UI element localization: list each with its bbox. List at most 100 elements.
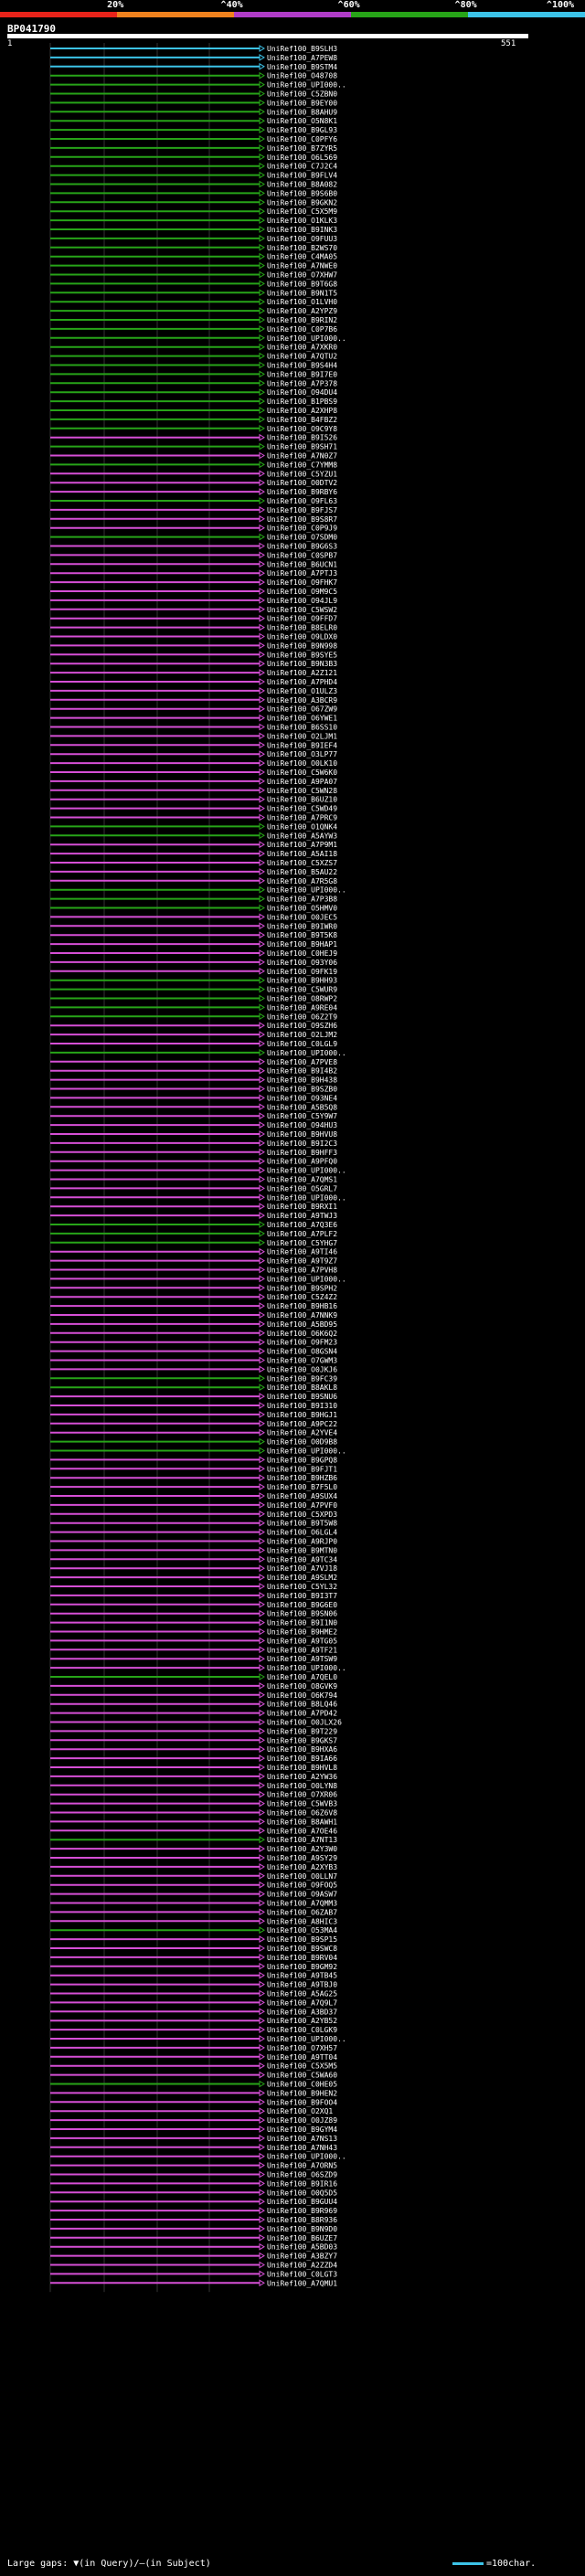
hit-label[interactable]: UniRef100_A2YVE4 <box>267 1429 337 1437</box>
hit-label[interactable]: UniRef100_B9SN06 <box>267 1610 337 1618</box>
hit-label[interactable]: UniRef100_O6L569 <box>267 154 337 162</box>
hit-label[interactable]: UniRef100_A8HIC3 <box>267 1917 337 1925</box>
hit-label[interactable]: UniRef100_O94DU4 <box>267 388 337 397</box>
hit-label[interactable]: UniRef100_O93Y06 <box>267 959 337 967</box>
hit-label[interactable]: UniRef100_B9S6B0 <box>267 189 337 197</box>
hit-label[interactable]: UniRef100_O1ULZ3 <box>267 687 337 695</box>
hit-label[interactable]: UniRef100_A9TC34 <box>267 1555 337 1564</box>
hit-label[interactable]: UniRef100_A9SY29 <box>267 1854 337 1862</box>
hit-label[interactable]: UniRef100_O2LJM1 <box>267 732 337 740</box>
hit-label[interactable]: UniRef100_B6UCN1 <box>267 560 337 568</box>
hit-label[interactable]: UniRef100_A7NH43 <box>267 2144 337 2152</box>
hit-label[interactable]: UniRef100_B7F5L0 <box>267 1483 337 1491</box>
hit-label[interactable]: UniRef100_B9HGJ1 <box>267 1411 337 1419</box>
hit-label[interactable]: UniRef100_B9EY00 <box>267 99 337 107</box>
hit-label[interactable]: UniRef100_O9FOQ5 <box>267 1882 337 1890</box>
hit-label[interactable]: UniRef100_O0D9B8 <box>267 1438 337 1447</box>
hit-label[interactable]: UniRef100_A5AI18 <box>267 850 337 858</box>
hit-label[interactable]: UniRef100_B7ZYR5 <box>267 144 337 153</box>
hit-label[interactable]: UniRef100_B9I310 <box>267 1402 337 1410</box>
hit-label[interactable]: UniRef100_O53MA4 <box>267 1926 337 1935</box>
hit-label[interactable]: UniRef100_O5GRL7 <box>267 1184 337 1193</box>
hit-label[interactable]: UniRef100_B9FJT1 <box>267 1465 337 1473</box>
hit-label[interactable]: UniRef100_A7QMM3 <box>267 1900 337 1908</box>
hit-label[interactable]: UniRef100_O5HMV0 <box>267 905 337 913</box>
hit-label[interactable]: UniRef100_A2YPZ9 <box>267 307 337 315</box>
hit-label[interactable]: UniRef100_B8LQ46 <box>267 1701 337 1709</box>
hit-label[interactable]: UniRef100_O7XH57 <box>267 2044 337 2052</box>
hit-label[interactable]: UniRef100_A2XYB3 <box>267 1863 337 1871</box>
hit-label[interactable]: UniRef100_A9TI46 <box>267 1248 337 1256</box>
hit-label[interactable]: UniRef100_C0LGT3 <box>267 2270 337 2278</box>
hit-label[interactable]: UniRef100_B9INK3 <box>267 226 337 234</box>
hit-label[interactable]: UniRef100_B8AHU9 <box>267 108 337 116</box>
hit-label[interactable]: UniRef100_A9TF21 <box>267 1646 337 1654</box>
hit-label[interactable]: UniRef100_B9GYM4 <box>267 2125 337 2134</box>
hit-label[interactable]: UniRef100_O0LLN7 <box>267 1872 337 1881</box>
hit-label[interactable]: UniRef100_A7QMS1 <box>267 1176 337 1184</box>
hit-label[interactable]: UniRef100_A9RE04 <box>267 1003 337 1012</box>
hit-label[interactable]: UniRef100_B9IR16 <box>267 2179 337 2188</box>
hit-label[interactable]: UniRef100_O6ZAB7 <box>267 1908 337 1916</box>
hit-label[interactable]: UniRef100_B9I3T7 <box>267 1592 337 1600</box>
hit-label[interactable]: UniRef100_O9C9Y8 <box>267 425 337 433</box>
hit-label[interactable]: UniRef100_O0LK10 <box>267 759 337 768</box>
hit-label[interactable]: UniRef100_A5AYW3 <box>267 832 337 840</box>
hit-label[interactable]: UniRef100_UPI000.. <box>267 1275 346 1283</box>
hit-label[interactable]: UniRef100_B9HVU8 <box>267 1130 337 1139</box>
hit-label[interactable]: UniRef100_C0P7B6 <box>267 325 337 334</box>
hit-label[interactable]: UniRef100_O9FM23 <box>267 1339 337 1347</box>
hit-label[interactable]: UniRef100_B9T6G8 <box>267 280 337 288</box>
hit-label[interactable]: UniRef100_O0JKJ6 <box>267 1365 337 1373</box>
hit-label[interactable]: UniRef100_A7NWE0 <box>267 262 337 270</box>
hit-label[interactable]: UniRef100_A5BD03 <box>267 2243 337 2252</box>
hit-label[interactable]: UniRef100_O8GSN4 <box>267 1348 337 1356</box>
hit-label[interactable]: UniRef100_O6LGL4 <box>267 1529 337 1537</box>
hit-label[interactable]: UniRef100_O9SZH6 <box>267 1022 337 1030</box>
hit-label[interactable]: UniRef100_O0JEC5 <box>267 913 337 921</box>
hit-label[interactable]: UniRef100_B9FJS7 <box>267 506 337 514</box>
hit-label[interactable]: UniRef100_B9HME2 <box>267 1628 337 1637</box>
hit-label[interactable]: UniRef100_B9SLH3 <box>267 45 337 53</box>
hit-label[interactable]: UniRef100_B9GM92 <box>267 1963 337 1971</box>
hit-label[interactable]: UniRef100_O9M9C5 <box>267 588 337 596</box>
hit-label[interactable]: UniRef100_A9SUX4 <box>267 1492 337 1500</box>
hit-label[interactable]: UniRef100_O7GWM3 <box>267 1357 337 1365</box>
hit-label[interactable]: UniRef100_B9I4B2 <box>267 1067 337 1076</box>
hit-label[interactable]: UniRef100_C4MA05 <box>267 253 337 261</box>
hit-label[interactable]: UniRef100_B9N9D0 <box>267 2225 337 2233</box>
hit-label[interactable]: UniRef100_B9STM4 <box>267 63 337 71</box>
hit-label[interactable]: UniRef100_B9S8R7 <box>267 515 337 524</box>
hit-label[interactable]: UniRef100_C0LGK9 <box>267 2026 337 2034</box>
hit-label[interactable]: UniRef100_UPI000.. <box>267 2035 346 2043</box>
hit-label[interactable]: UniRef100_O9FL63 <box>267 497 337 505</box>
hit-label[interactable]: UniRef100_O7XHW7 <box>267 271 337 280</box>
hit-label[interactable]: UniRef100_A7QEL0 <box>267 1673 337 1681</box>
hit-label[interactable]: UniRef100_A7P378 <box>267 379 337 387</box>
hit-label[interactable]: UniRef100_A2YB52 <box>267 2017 337 2025</box>
hit-label[interactable]: UniRef100_O0JZ89 <box>267 2116 337 2125</box>
hit-label[interactable]: UniRef100_A7NT13 <box>267 1836 337 1844</box>
hit-label[interactable]: UniRef100_C5XPD3 <box>267 1511 337 1519</box>
hit-label[interactable]: UniRef100_A5AG25 <box>267 1990 337 1998</box>
hit-label[interactable]: UniRef100_A5B5Q8 <box>267 1103 337 1111</box>
hit-label[interactable]: UniRef100_A7P9M1 <box>267 841 337 849</box>
hit-label[interactable]: UniRef100_B2WS70 <box>267 244 337 252</box>
hit-label[interactable]: UniRef100_C5YZU1 <box>267 470 337 478</box>
hit-label[interactable]: UniRef100_UPI000.. <box>267 1664 346 1672</box>
hit-label[interactable]: UniRef100_B9HH93 <box>267 977 337 985</box>
hit-label[interactable]: UniRef100_B9GL93 <box>267 126 337 134</box>
hit-label[interactable]: UniRef100_A7PLF2 <box>267 1230 337 1238</box>
hit-label[interactable]: UniRef100_B9I2C3 <box>267 1140 337 1148</box>
hit-label[interactable]: UniRef100_A7NS13 <box>267 2135 337 2143</box>
hit-label[interactable]: UniRef100_B9HEN2 <box>267 2089 337 2097</box>
hit-label[interactable]: UniRef100_A7OE46 <box>267 1827 337 1835</box>
hit-label[interactable]: UniRef100_O2XQ1 <box>267 2107 333 2115</box>
hit-label[interactable]: UniRef100_A7Q9L7 <box>267 1998 337 2007</box>
hit-label[interactable]: UniRef100_B9FLV4 <box>267 172 337 180</box>
hit-label[interactable]: UniRef100_O93NE4 <box>267 1094 337 1102</box>
hit-label[interactable]: UniRef100_B9T5W8 <box>267 1520 337 1528</box>
hit-label[interactable]: UniRef100_B8AWH1 <box>267 1818 337 1826</box>
hit-label[interactable]: UniRef100_B8A082 <box>267 181 337 189</box>
hit-label[interactable]: UniRef100_C7J2C4 <box>267 163 337 171</box>
